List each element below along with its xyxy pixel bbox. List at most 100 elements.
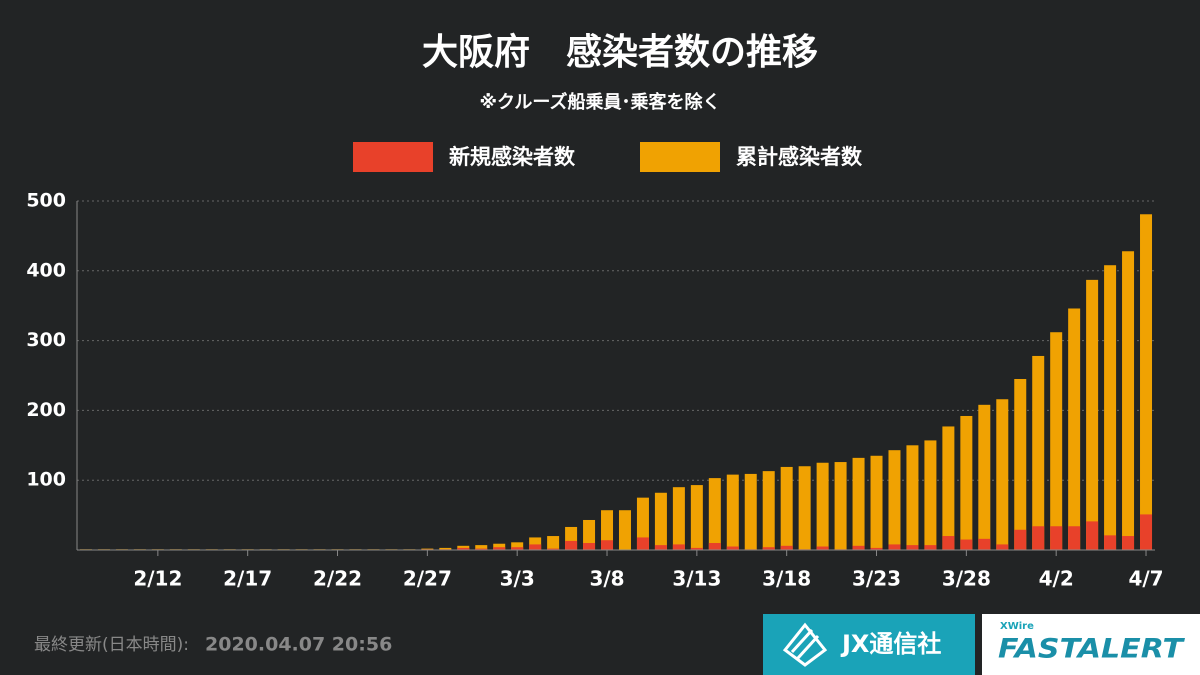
bar — [636, 537, 649, 550]
x-tick-label: 4/7 — [1128, 567, 1163, 591]
x-tick-label: 3/3 — [500, 567, 535, 591]
bar — [1050, 526, 1063, 550]
bar — [744, 473, 757, 550]
bar — [1086, 521, 1099, 550]
x-tick-label: 2/22 — [313, 567, 362, 591]
logo-text: FASTALERT — [998, 634, 1186, 665]
bar — [870, 455, 883, 550]
bar — [816, 462, 829, 550]
bar — [1104, 265, 1117, 550]
bar — [1032, 355, 1045, 550]
bar — [942, 536, 955, 550]
bar — [529, 544, 542, 550]
x-tick-label: 3/8 — [589, 567, 624, 591]
y-tick-label: 400 — [26, 259, 66, 281]
x-tick-label: 2/27 — [403, 567, 452, 591]
y-tick-label: 200 — [26, 399, 66, 421]
x-tick-label: 3/23 — [852, 567, 901, 591]
bar — [493, 547, 506, 550]
bar — [1122, 536, 1135, 550]
y-tick-label: 300 — [26, 329, 66, 351]
legend: 新規感染者数 累計感染者数 — [353, 142, 863, 172]
bar — [780, 545, 793, 550]
bar — [547, 536, 560, 550]
bar — [583, 543, 596, 550]
bar — [726, 546, 739, 550]
bar — [1032, 526, 1045, 550]
bar — [672, 544, 685, 550]
legend-swatch — [353, 142, 433, 172]
logo-small-text: XWire — [1000, 621, 1034, 632]
bar — [870, 547, 883, 550]
bar — [1050, 332, 1063, 550]
bar — [834, 462, 847, 550]
bar — [654, 492, 667, 550]
bar — [780, 466, 793, 550]
bar — [511, 542, 524, 550]
bar — [654, 545, 667, 550]
bar — [1104, 535, 1117, 550]
footer-timestamp: 2020.04.07 20:56 — [205, 634, 392, 656]
bar — [1086, 279, 1099, 550]
legend-label: 新規感染者数 — [449, 145, 576, 169]
x-tick-label: 3/18 — [762, 567, 811, 591]
logo-box — [982, 614, 1200, 675]
bar — [672, 487, 685, 550]
bar — [565, 540, 578, 550]
bar — [996, 544, 1009, 550]
bar — [1014, 529, 1027, 550]
bar — [439, 547, 452, 550]
x-tick-label: 3/28 — [942, 567, 991, 591]
bar — [960, 539, 973, 550]
x-tick-label: 2/12 — [133, 567, 182, 591]
bar — [475, 545, 488, 550]
bar — [708, 478, 721, 550]
bar — [852, 545, 865, 550]
bar — [601, 510, 614, 550]
bar — [690, 485, 703, 550]
bar — [618, 510, 631, 550]
bar — [1140, 514, 1153, 550]
legend-swatch — [640, 142, 720, 172]
bar — [888, 450, 901, 550]
bar — [475, 548, 488, 550]
bar — [906, 545, 919, 550]
bar — [978, 538, 991, 550]
bar — [457, 547, 470, 550]
bar — [906, 445, 919, 550]
bar — [1068, 526, 1081, 550]
bar — [1068, 308, 1081, 550]
bar — [690, 547, 703, 550]
x-tick-label: 3/13 — [672, 567, 721, 591]
bar — [960, 415, 973, 550]
bar — [924, 440, 937, 550]
legend-label: 累計感染者数 — [736, 145, 863, 169]
bar — [816, 546, 829, 550]
bar — [762, 547, 775, 550]
x-tick-label: 4/2 — [1039, 567, 1074, 591]
logo-icon — [782, 622, 828, 667]
x-tick-label: 2/17 — [223, 567, 272, 591]
bar — [708, 543, 721, 550]
footer-updated: 最終更新(日本時間): — [34, 635, 189, 655]
y-tick-label: 500 — [26, 190, 66, 212]
bar — [942, 426, 955, 550]
bar — [583, 519, 596, 550]
bar — [511, 547, 524, 550]
bar — [852, 457, 865, 550]
chart-title: 大阪府 感染者数の推移 — [422, 31, 818, 73]
bar — [547, 548, 560, 550]
bar — [924, 545, 937, 550]
bar — [798, 466, 811, 550]
bar — [996, 399, 1009, 550]
bar — [762, 471, 775, 550]
y-tick-label: 100 — [26, 469, 66, 491]
bar — [1122, 251, 1135, 551]
subtitle: ※クルーズ船乗員･乗客を除く — [479, 91, 720, 113]
bar — [978, 404, 991, 550]
logo-text: JX通信社 — [840, 630, 941, 658]
bar — [888, 544, 901, 550]
bar — [1140, 214, 1153, 550]
